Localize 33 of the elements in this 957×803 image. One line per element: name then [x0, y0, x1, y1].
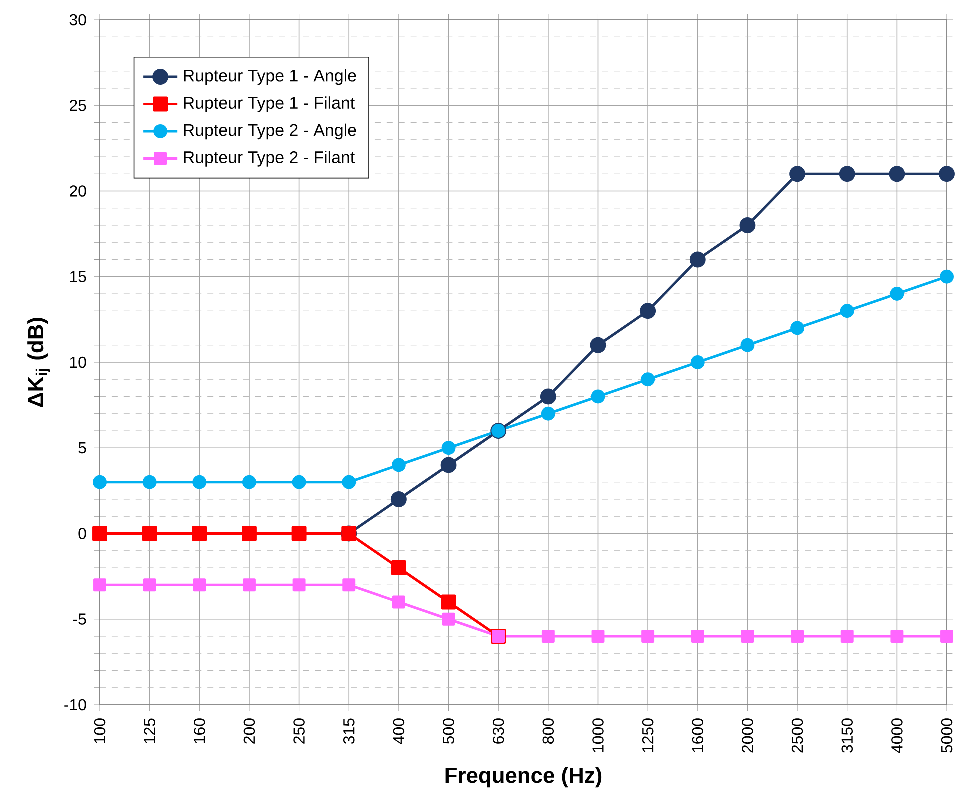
x-tick-label: 125: [144, 718, 156, 744]
y-axis-title: ΔK$_{ij}$ (dB): [28, 318, 50, 408]
x-tick-label: 500: [443, 718, 454, 744]
x-tick-label: 1250: [642, 718, 654, 752]
y-tick-label: 10: [70, 356, 86, 368]
x-tick-label: 1600: [692, 718, 704, 752]
x-tick-label: 400: [393, 718, 405, 744]
x-tick-label: 100: [94, 718, 106, 744]
legend-label: Rupteur Type 1 - Angle: [184, 69, 356, 86]
x-tick-label: 200: [244, 718, 256, 744]
x-tick-label: 250: [294, 718, 305, 744]
legend-label: Rupteur Type 2 - Angle: [184, 124, 356, 140]
x-tick-label: 3150: [842, 718, 854, 753]
legend-label: Rupteur Type 2 - Filant: [184, 151, 355, 167]
x-tick-label: 1000: [592, 718, 604, 752]
legend-label: Rupteur Type 1 - Filant: [184, 96, 355, 112]
y-tick-label: 30: [70, 14, 86, 26]
x-tick-label: 800: [542, 718, 554, 744]
x-tick-label: 2000: [742, 718, 754, 753]
y-tick-label: 25: [70, 100, 86, 112]
x-tick-label: 160: [194, 718, 206, 744]
x-tick-label: 2500: [792, 718, 804, 753]
x-axis-title: Frequence (Hz): [446, 767, 602, 788]
y-tick-label: 15: [70, 271, 86, 282]
x-tick-label: 4000: [892, 718, 903, 754]
y-tick-label: -5: [74, 614, 86, 625]
y-tick-label: -10: [64, 699, 86, 711]
y-tick-label: 0: [78, 528, 86, 540]
x-tick-label: 630: [492, 718, 504, 744]
y-tick-label: 20: [70, 186, 86, 197]
x-tick-label: 315: [343, 718, 355, 744]
y-tick-label: 5: [78, 442, 86, 454]
x-tick-label: 5000: [941, 718, 953, 753]
